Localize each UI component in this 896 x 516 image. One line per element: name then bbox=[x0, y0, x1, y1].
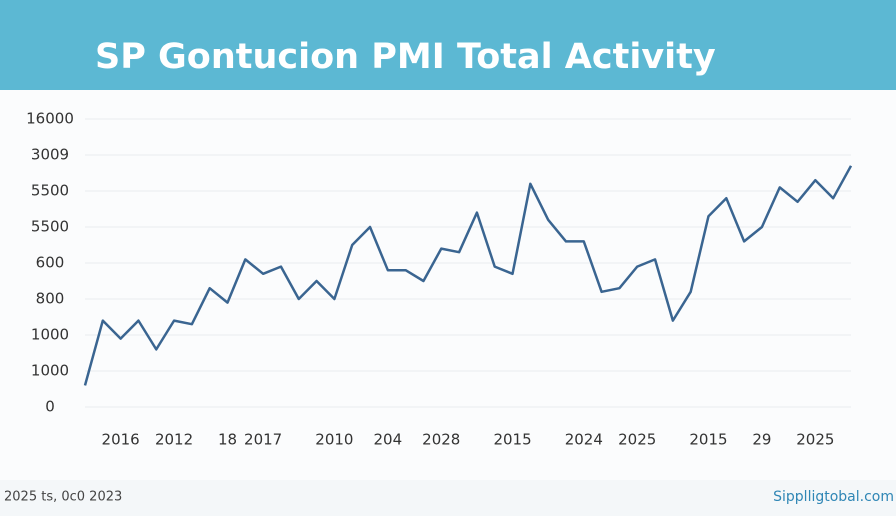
y-tick-label: 1000 bbox=[31, 326, 69, 344]
x-tick-label: 2016 bbox=[102, 431, 140, 449]
x-tick-label: 2024 bbox=[565, 431, 603, 449]
y-tick-label: 0 bbox=[45, 398, 55, 416]
y-tick-label: 800 bbox=[36, 290, 65, 308]
y-tick-label: 1000 bbox=[31, 362, 69, 380]
x-tick-label: 2028 bbox=[422, 431, 460, 449]
x-tick-label: 29 bbox=[752, 431, 771, 449]
y-tick-label: 600 bbox=[36, 254, 65, 272]
x-tick-label: 18 bbox=[218, 431, 237, 449]
x-tick-label: 2025 bbox=[618, 431, 656, 449]
x-tick-label: 2025 bbox=[796, 431, 834, 449]
x-tick-label: 2010 bbox=[315, 431, 353, 449]
plot-panel bbox=[0, 90, 896, 480]
x-tick-label: 2015 bbox=[689, 431, 727, 449]
footer-right: Sipplligtobal.com bbox=[773, 489, 894, 505]
footer-left: 2025 ts, 0c0 2023 bbox=[4, 490, 122, 505]
chart-title: SP Gontucion PMI Total Activity bbox=[95, 37, 716, 77]
y-tick-label: 5500 bbox=[31, 182, 69, 200]
x-tick-label: 2015 bbox=[493, 431, 531, 449]
x-tick-label: 204 bbox=[374, 431, 403, 449]
line-series bbox=[83, 165, 853, 386]
header-bar bbox=[0, 0, 896, 90]
y-tick-label: 5500 bbox=[31, 218, 69, 236]
x-tick-label: 2017 bbox=[244, 431, 282, 449]
y-tick-label: 16000 bbox=[26, 110, 74, 128]
x-tick-label: 2012 bbox=[155, 431, 193, 449]
y-tick-label: 3009 bbox=[31, 146, 69, 164]
